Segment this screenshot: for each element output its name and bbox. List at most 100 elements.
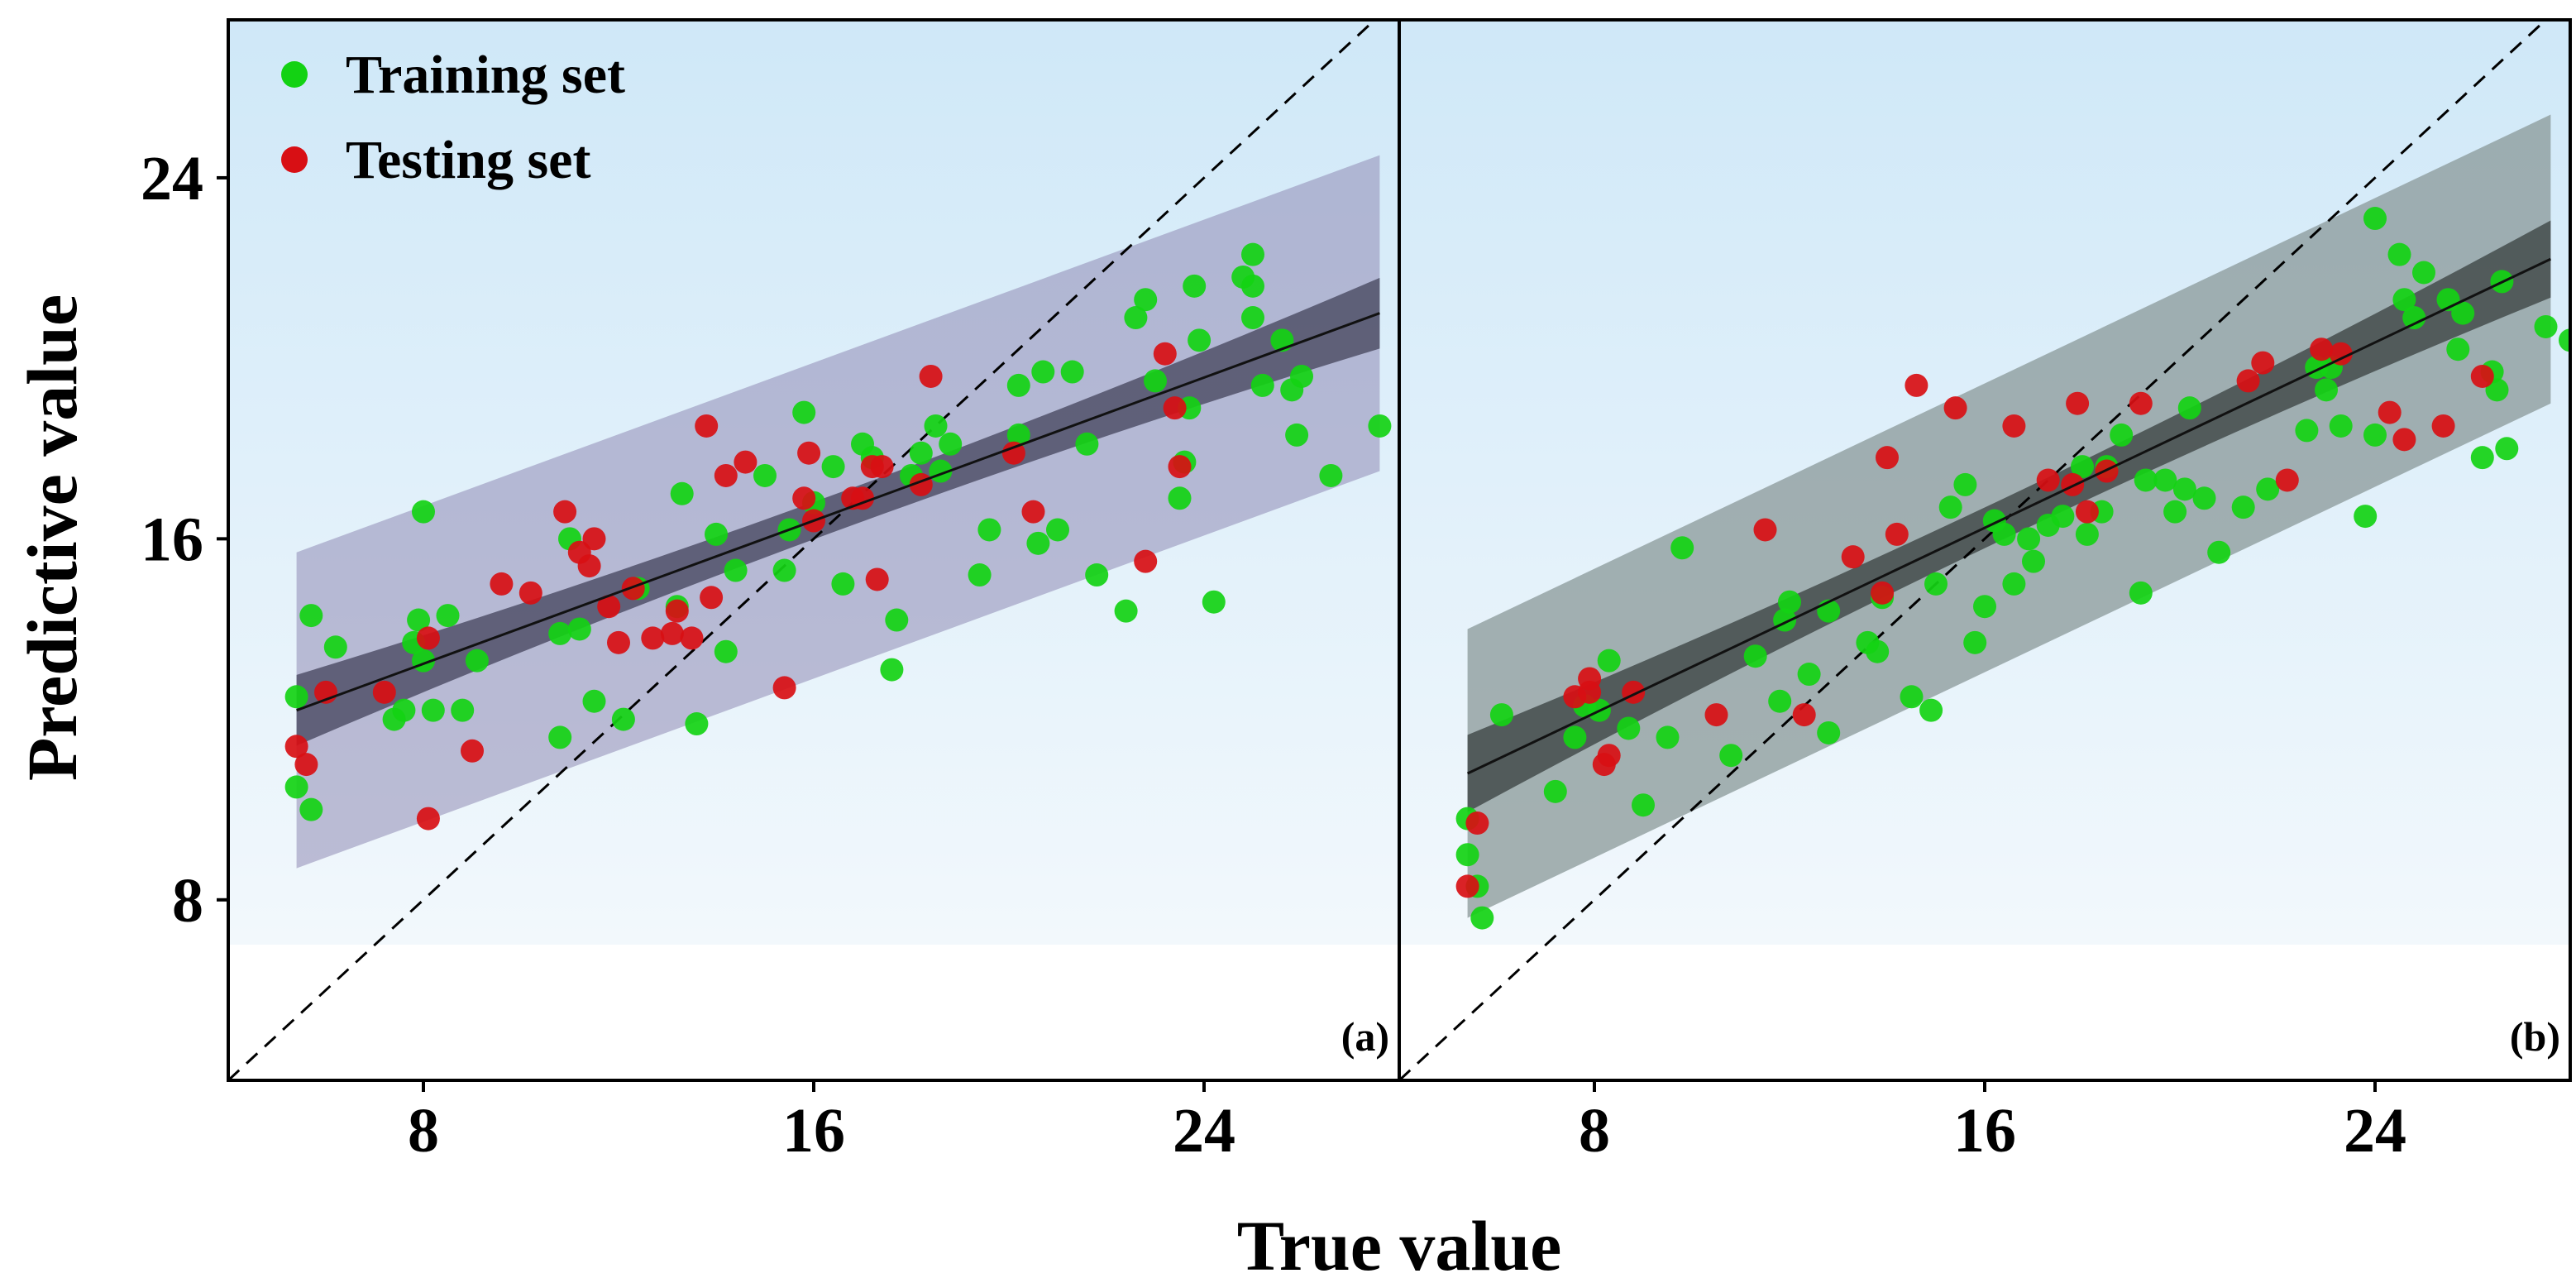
panel-a-testing-point (519, 581, 542, 605)
panel-a-testing-point (714, 463, 738, 487)
panel-a-testing-point (607, 630, 630, 654)
panel-b-training-point (2022, 549, 2045, 573)
panel-a-training-point (1319, 463, 1343, 487)
panel-b-training-point (2177, 396, 2201, 420)
panel-a-training-point (1202, 590, 1226, 614)
panel-a-training-point (714, 639, 738, 663)
panel-a-testing-point (553, 500, 577, 524)
panel-a-training-point (880, 658, 904, 682)
panel-b-training-point (1817, 720, 1841, 744)
x-axis-title: True value (1237, 1206, 1562, 1283)
panel-a-training-point (582, 689, 606, 713)
panel-a-testing-point (870, 455, 894, 479)
panel-a-training-point (724, 558, 748, 582)
panel-a-fit-line (296, 312, 1380, 712)
panel-b-training-point (2017, 527, 2041, 551)
panel-a-training-points (284, 242, 1392, 821)
panel-b-training-point (2172, 477, 2196, 501)
panel-b-training-point (2485, 378, 2509, 402)
panel-b-testing-point (2036, 468, 2060, 492)
panel-a-training-point (705, 522, 728, 546)
panel-a-training-point (1241, 306, 1264, 330)
panel-b-testing-point (2066, 391, 2090, 415)
panel-a-training-point (1006, 423, 1030, 447)
panel-b-training-point (2392, 288, 2416, 312)
panel-b-testing-point (2378, 400, 2402, 424)
panel-b-training-point (1778, 590, 1801, 614)
panel-b-x-tick-label: 16 (1953, 1096, 2016, 1166)
panel-b-training-point (2363, 423, 2387, 447)
panel-b-training-point (1617, 716, 1641, 740)
panel-a-training-point (323, 635, 347, 659)
panel-b-testing-points (1455, 338, 2494, 898)
panel-a-training-point (924, 414, 948, 438)
panel-a-training-point (548, 621, 572, 645)
legend-testing-label: Testing set (346, 130, 590, 190)
panel-b-training-point (1489, 703, 1513, 727)
panel-b-training-point (2534, 314, 2558, 338)
panel-b-training-point (1563, 725, 1587, 749)
panel-b-training-point (2134, 468, 2158, 492)
panel-a-testing-point (621, 577, 645, 601)
panel-a-training-point (436, 604, 460, 628)
panel-b-training-point (1543, 779, 1567, 803)
panel-b-training-point (1900, 685, 1924, 709)
panel-a-training-point (548, 725, 572, 749)
panel-a-testing-point (1001, 441, 1025, 465)
panel-b-fit-line (1466, 257, 2552, 775)
panel-b-testing-point (1465, 811, 1489, 835)
panel-a-training-point (284, 685, 308, 709)
panel-b-training-point (1953, 472, 1977, 496)
panel-a-training-point (968, 563, 992, 587)
panel-a-training-point (1075, 432, 1099, 456)
panel-b-training-point (2387, 242, 2411, 266)
panel-a-training-point (1144, 369, 1167, 393)
panel-b-training-point (1963, 630, 1987, 654)
panel-a-training-point (1134, 288, 1158, 312)
panel-a-training-point (1241, 242, 1264, 266)
panel-b-testing-point (2236, 369, 2260, 393)
panel-b-testing-point (1943, 396, 1967, 420)
panel-a-training-point (1250, 373, 1274, 397)
panel-a-training-point (670, 481, 694, 505)
panel-b-training-point (2495, 437, 2519, 461)
y-tick-label: 16 (141, 505, 203, 574)
panel-a-testing-point (1134, 549, 1158, 573)
panel-b-training-point (1973, 595, 1996, 619)
panel-b-training-point (1670, 536, 1694, 560)
panel-a-training-point (1114, 599, 1138, 623)
panel-b-training-point (2075, 522, 2099, 546)
panel-a-identity-line (228, 20, 1376, 1080)
panel-a-testing-point (665, 599, 689, 623)
panel-a-testing-point (1168, 455, 1192, 479)
panel-b-training-point (2153, 468, 2177, 492)
panel-b-testing-point (1622, 680, 1646, 704)
panel-a-training-point (1085, 563, 1109, 587)
panel-b-training-point (2163, 500, 2187, 524)
y-axis-title: Predictive value (12, 294, 92, 781)
panel-b-training-point (2315, 378, 2338, 402)
panel-b-training-point (2402, 306, 2426, 330)
panel-b-training-point (2470, 446, 2494, 470)
panel-a-testing-point (641, 626, 665, 650)
panel-b-testing-point (1792, 703, 1816, 727)
panel-a-plot-area (228, 20, 1392, 1080)
panel-a-training-point (451, 698, 475, 722)
panel-a-training-point (611, 707, 635, 731)
panel-b-testing-point (2392, 428, 2416, 452)
panel-a-axes: 8 16 24 8 16 24 (141, 144, 1235, 1166)
panel-a-testing-point (490, 572, 514, 596)
y-tick-label: 24 (141, 144, 203, 213)
panel-a-testing-point (797, 441, 821, 465)
legend-training-marker (281, 61, 308, 88)
panel-b-testing-point (2075, 500, 2099, 524)
panel-a-testing-point (792, 486, 816, 510)
panel-b-training-point (2354, 505, 2378, 529)
panel-a-training-point (567, 617, 591, 641)
panel-a-testing-point (680, 626, 704, 650)
panel-a-x-tick-label: 16 (782, 1096, 845, 1166)
panel-a-testing-point (772, 676, 796, 700)
panel-a-testing-point (660, 621, 684, 645)
panel-b-training-point (1632, 793, 1655, 817)
panel-a-training-point (939, 432, 963, 456)
